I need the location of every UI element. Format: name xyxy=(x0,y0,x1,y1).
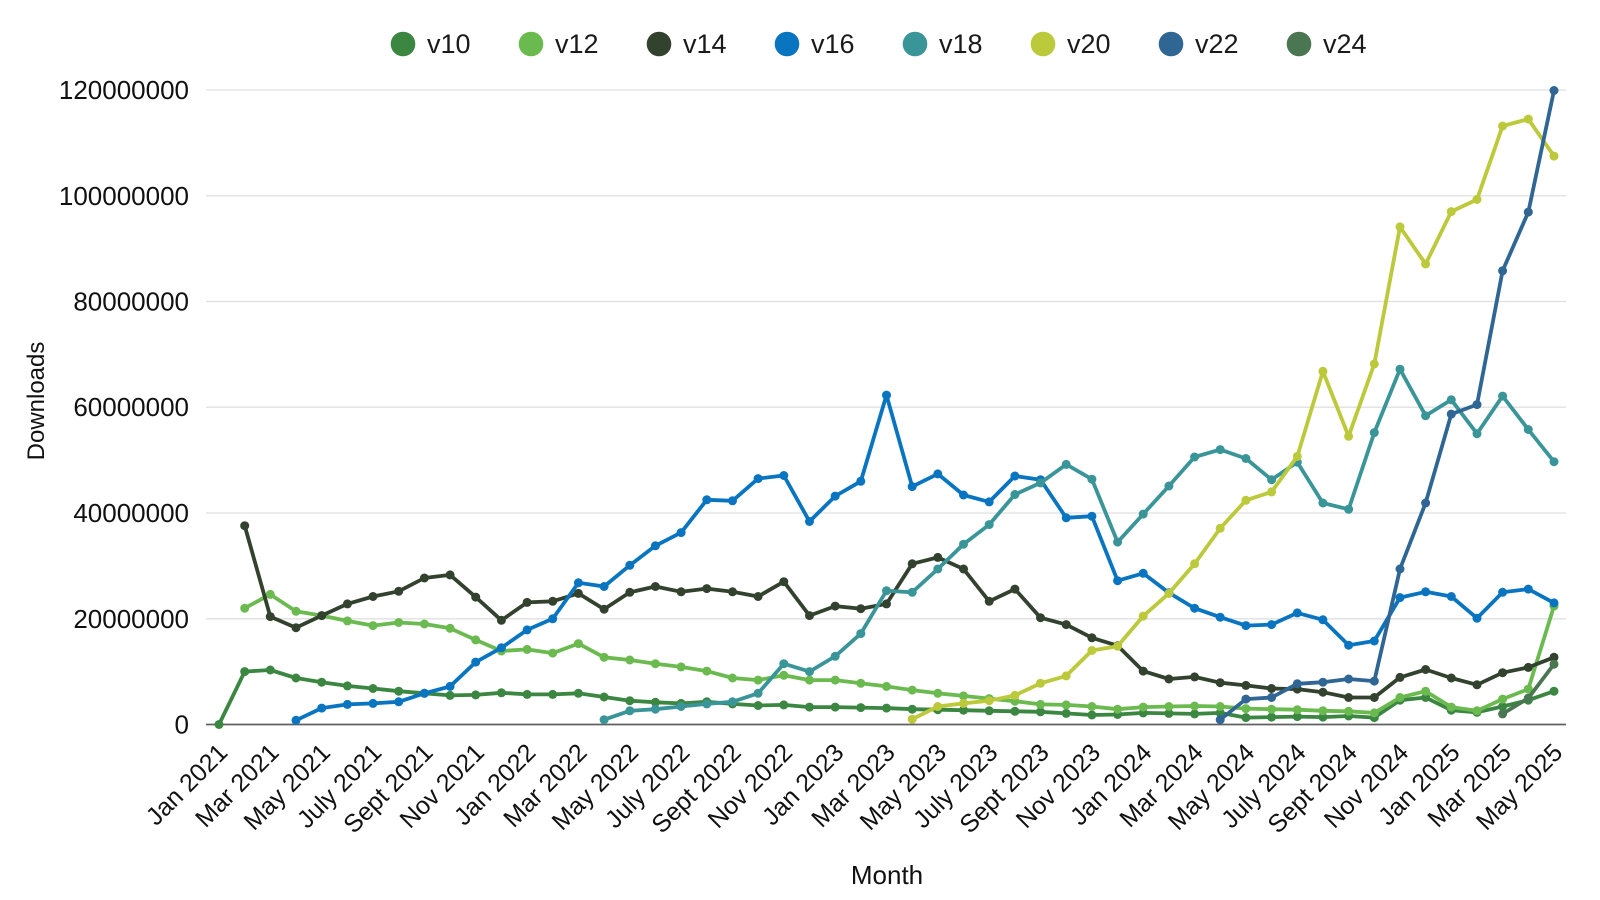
svg-text:60000000: 60000000 xyxy=(73,392,189,422)
svg-text:v14: v14 xyxy=(683,29,727,59)
svg-text:v22: v22 xyxy=(1195,29,1239,59)
svg-text:v10: v10 xyxy=(427,29,471,59)
svg-text:20000000: 20000000 xyxy=(73,604,189,634)
svg-text:0: 0 xyxy=(175,710,189,740)
svg-text:80000000: 80000000 xyxy=(73,287,189,317)
svg-text:v12: v12 xyxy=(555,29,599,59)
svg-text:Downloads: Downloads xyxy=(23,342,50,461)
svg-text:v18: v18 xyxy=(939,29,983,59)
svg-text:Month: Month xyxy=(851,860,923,890)
svg-text:100000000: 100000000 xyxy=(59,181,189,211)
svg-text:v16: v16 xyxy=(811,29,855,59)
svg-text:v20: v20 xyxy=(1067,29,1111,59)
svg-text:40000000: 40000000 xyxy=(73,498,189,528)
svg-text:v24: v24 xyxy=(1323,29,1367,59)
svg-text:120000000: 120000000 xyxy=(59,75,189,105)
